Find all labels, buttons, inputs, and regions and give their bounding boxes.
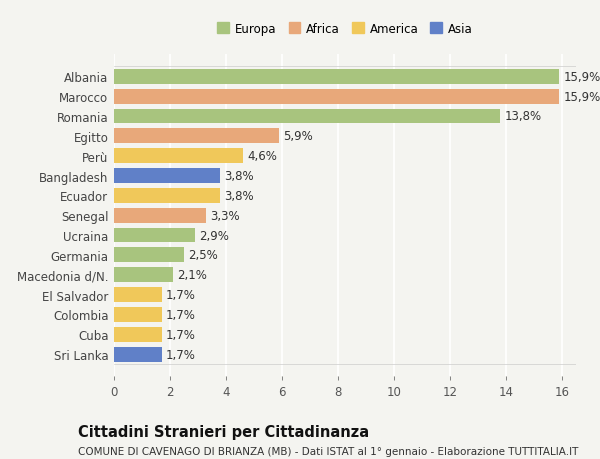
Bar [114,109,500,124]
Bar [114,248,184,263]
Bar [114,189,220,203]
Bar [114,70,559,84]
Text: 1,7%: 1,7% [166,288,196,302]
Text: 15,9%: 15,9% [563,90,600,103]
Bar [114,347,161,362]
Bar [114,287,161,302]
Text: 3,3%: 3,3% [211,209,240,222]
Legend: Europa, Africa, America, Asia: Europa, Africa, America, Asia [214,19,476,39]
Bar [114,268,173,283]
Bar [114,129,279,144]
Text: 15,9%: 15,9% [563,71,600,84]
Text: 1,7%: 1,7% [166,328,196,341]
Text: 2,9%: 2,9% [199,229,229,242]
Bar [114,228,195,243]
Bar [114,169,220,184]
Text: 5,9%: 5,9% [283,130,313,143]
Text: Cittadini Stranieri per Cittadinanza: Cittadini Stranieri per Cittadinanza [78,425,369,440]
Bar [114,208,206,223]
Bar [114,90,559,104]
Text: 3,8%: 3,8% [224,170,254,183]
Bar [114,308,161,322]
Text: 2,1%: 2,1% [177,269,207,282]
Bar [114,149,243,164]
Text: COMUNE DI CAVENAGO DI BRIANZA (MB) - Dati ISTAT al 1° gennaio - Elaborazione TUT: COMUNE DI CAVENAGO DI BRIANZA (MB) - Dat… [78,446,578,456]
Text: 2,5%: 2,5% [188,249,218,262]
Text: 1,7%: 1,7% [166,308,196,321]
Text: 1,7%: 1,7% [166,348,196,361]
Text: 4,6%: 4,6% [247,150,277,163]
Text: 3,8%: 3,8% [224,190,254,202]
Text: 13,8%: 13,8% [505,110,542,123]
Bar [114,327,161,342]
